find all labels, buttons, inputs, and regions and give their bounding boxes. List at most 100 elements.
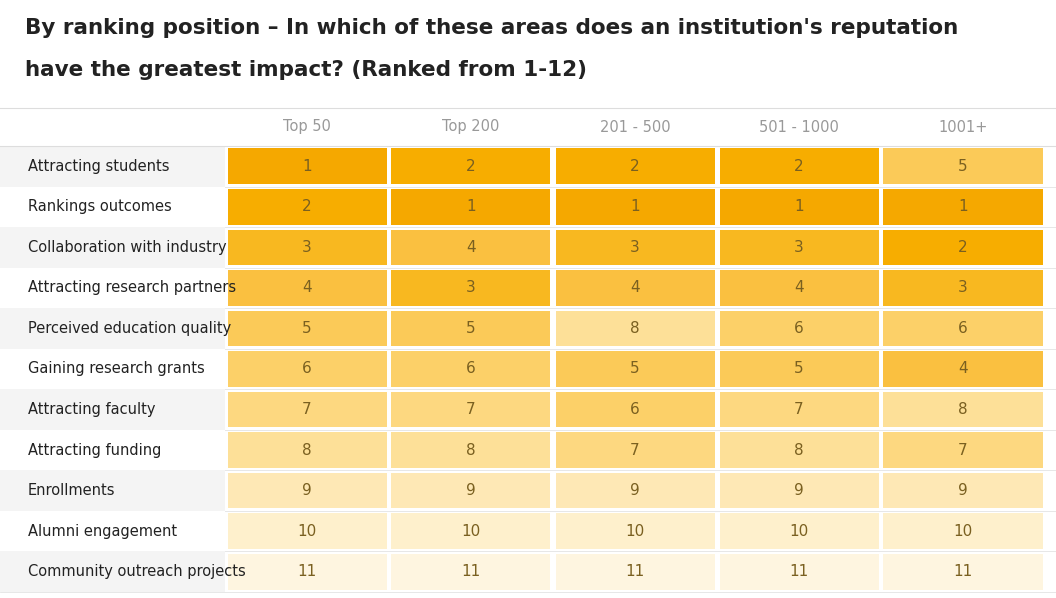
Text: Attracting faculty: Attracting faculty: [29, 402, 155, 417]
Bar: [719, 148, 879, 184]
Bar: [392, 432, 550, 468]
Text: Gaining research grants: Gaining research grants: [29, 362, 205, 377]
Bar: [392, 514, 550, 549]
Text: 6: 6: [466, 362, 476, 377]
Bar: [0, 308, 225, 349]
Bar: [719, 189, 879, 225]
Bar: [884, 311, 1042, 346]
Bar: [0, 227, 225, 268]
Text: 8: 8: [958, 402, 967, 417]
Text: 9: 9: [630, 483, 640, 498]
Bar: [227, 514, 386, 549]
Text: 2: 2: [466, 159, 476, 174]
Bar: [392, 311, 550, 346]
Text: 2: 2: [958, 240, 967, 255]
Bar: [719, 514, 879, 549]
Text: 11: 11: [954, 565, 973, 579]
Text: Rankings outcomes: Rankings outcomes: [29, 199, 172, 214]
Text: 9: 9: [794, 483, 804, 498]
Text: 3: 3: [466, 280, 476, 295]
Bar: [555, 392, 715, 428]
Bar: [555, 189, 715, 225]
Bar: [227, 148, 386, 184]
Bar: [227, 230, 386, 265]
Bar: [392, 554, 550, 590]
Bar: [0, 471, 225, 511]
Text: 11: 11: [298, 565, 317, 579]
Text: 9: 9: [302, 483, 312, 498]
Bar: [227, 189, 386, 225]
Bar: [884, 554, 1042, 590]
Text: have the greatest impact? (Ranked from 1-12): have the greatest impact? (Ranked from 1…: [25, 60, 587, 80]
Bar: [227, 432, 386, 468]
Text: 6: 6: [630, 402, 640, 417]
Text: Perceived education quality: Perceived education quality: [29, 321, 231, 336]
Text: 6: 6: [302, 362, 312, 377]
Bar: [719, 311, 879, 346]
Text: Collaboration with industry: Collaboration with industry: [29, 240, 227, 255]
Text: 4: 4: [958, 362, 967, 377]
Text: 1: 1: [302, 159, 312, 174]
Text: 11: 11: [625, 565, 644, 579]
Bar: [392, 351, 550, 387]
Text: 8: 8: [794, 443, 804, 457]
Text: Top 50: Top 50: [283, 120, 331, 135]
Text: 8: 8: [630, 321, 640, 336]
Text: 2: 2: [302, 199, 312, 214]
Text: Enrollments: Enrollments: [29, 483, 115, 498]
Bar: [227, 311, 386, 346]
Text: 3: 3: [302, 240, 312, 255]
Bar: [719, 270, 879, 306]
Bar: [0, 430, 225, 471]
Bar: [227, 473, 386, 508]
Text: Attracting research partners: Attracting research partners: [29, 280, 237, 295]
Bar: [555, 432, 715, 468]
Text: 2: 2: [630, 159, 640, 174]
Bar: [884, 189, 1042, 225]
Text: 1: 1: [466, 199, 476, 214]
Text: Alumni engagement: Alumni engagement: [29, 524, 177, 539]
Text: 7: 7: [466, 402, 476, 417]
Bar: [392, 189, 550, 225]
Bar: [719, 473, 879, 508]
Bar: [392, 270, 550, 306]
Text: 9: 9: [958, 483, 968, 498]
Bar: [555, 270, 715, 306]
Text: 1: 1: [794, 199, 804, 214]
Text: 3: 3: [794, 240, 804, 255]
Bar: [392, 392, 550, 428]
Bar: [392, 473, 550, 508]
Bar: [0, 511, 225, 551]
Text: 7: 7: [958, 443, 967, 457]
Text: 4: 4: [630, 280, 640, 295]
Text: 1: 1: [630, 199, 640, 214]
Bar: [884, 392, 1042, 428]
Text: 5: 5: [794, 362, 804, 377]
Bar: [719, 432, 879, 468]
Bar: [719, 554, 879, 590]
Text: 8: 8: [302, 443, 312, 457]
Bar: [719, 230, 879, 265]
Text: 8: 8: [466, 443, 476, 457]
Bar: [555, 473, 715, 508]
Bar: [884, 148, 1042, 184]
Text: 10: 10: [954, 524, 973, 539]
Text: 5: 5: [466, 321, 476, 336]
Text: Top 200: Top 200: [442, 120, 499, 135]
Bar: [884, 270, 1042, 306]
Text: Attracting students: Attracting students: [29, 159, 170, 174]
Text: 7: 7: [302, 402, 312, 417]
Text: Community outreach projects: Community outreach projects: [29, 565, 246, 579]
Text: 5: 5: [958, 159, 967, 174]
Text: 11: 11: [461, 565, 480, 579]
Bar: [555, 148, 715, 184]
Text: 10: 10: [298, 524, 317, 539]
Bar: [227, 351, 386, 387]
Text: 1001+: 1001+: [939, 120, 987, 135]
Bar: [555, 351, 715, 387]
Bar: [555, 311, 715, 346]
Bar: [392, 148, 550, 184]
Text: 5: 5: [302, 321, 312, 336]
Bar: [227, 392, 386, 428]
Bar: [884, 351, 1042, 387]
